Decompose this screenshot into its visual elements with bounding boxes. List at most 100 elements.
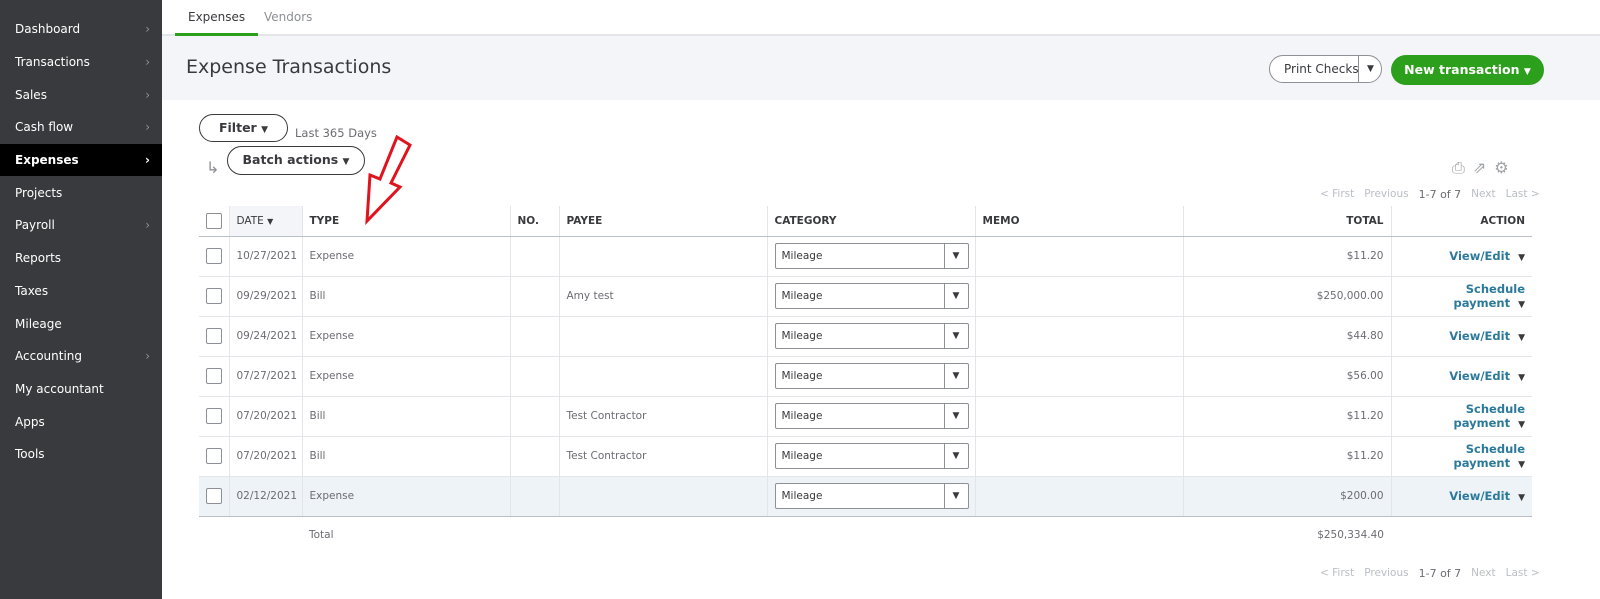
action-link[interactable]: View/Edit <box>1449 329 1511 343</box>
print-checks-button[interactable]: Print Checks ▼ <box>1269 55 1382 83</box>
filter-button[interactable]: Filter ▼ <box>199 114 288 142</box>
select-all-checkbox[interactable] <box>206 212 222 229</box>
tab-bar: Expenses Vendors <box>162 0 1600 36</box>
col-category[interactable]: CATEGORY <box>766 206 975 237</box>
action-dropdown-icon[interactable]: ▼ <box>1518 460 1525 470</box>
col-total[interactable]: TOTAL <box>1182 206 1391 237</box>
cell-type: Expense <box>301 356 510 397</box>
pager-next[interactable]: Next <box>1471 188 1496 200</box>
sort-down-icon: ▼ <box>267 216 274 226</box>
batch-actions-button[interactable]: Batch actions ▼ <box>227 146 365 175</box>
col-date[interactable]: DATE ▼ <box>228 206 302 237</box>
category-select[interactable]: Mileage ▼ <box>774 323 969 349</box>
pager-next[interactable]: Next <box>1471 567 1496 579</box>
pager-first[interactable]: < First <box>1320 188 1355 200</box>
sidebar-item-mileage[interactable]: Mileage <box>0 307 162 340</box>
col-type[interactable]: TYPE <box>301 206 510 237</box>
sidebar-item-apps[interactable]: Apps <box>0 405 162 438</box>
pager-previous[interactable]: Previous <box>1364 567 1409 579</box>
tab-vendors[interactable]: Vendors <box>264 10 313 24</box>
row-select-cell <box>199 276 229 317</box>
col-date-label: DATE <box>236 214 264 227</box>
table-header: DATE ▼ TYPE NO. PAYEE CATEGORY MEMO TOTA… <box>199 206 1532 237</box>
sidebar-item-reports[interactable]: Reports <box>0 242 162 275</box>
export-icon[interactable]: ⇗ <box>1472 158 1487 177</box>
action-dropdown-icon[interactable]: ▼ <box>1518 253 1525 263</box>
row-checkbox[interactable] <box>206 448 222 464</box>
sidebar-item-sales[interactable]: Sales › <box>0 78 162 111</box>
sidebar-item-label: Transactions <box>15 55 90 70</box>
sidebar-item-my-accountant[interactable]: My accountant <box>0 373 162 406</box>
sidebar-item-projects[interactable]: Projects <box>0 176 162 209</box>
tab-expenses[interactable]: Expenses <box>174 10 259 36</box>
action-dropdown-icon[interactable]: ▼ <box>1518 333 1525 343</box>
cell-date: 07/20/2021 <box>228 436 302 477</box>
category-select[interactable]: Mileage ▼ <box>774 483 969 509</box>
pager-last[interactable]: Last > <box>1505 567 1540 579</box>
row-checkbox[interactable] <box>206 328 222 344</box>
cell-category: Mileage ▼ <box>766 236 975 277</box>
category-select[interactable]: Mileage ▼ <box>774 443 969 469</box>
cell-action: Schedule payment ▼ <box>1390 436 1532 477</box>
print-icon[interactable]: ⎙ <box>1452 158 1465 177</box>
cell-no <box>509 356 559 397</box>
pager-previous[interactable]: Previous <box>1364 188 1409 200</box>
page-header: Expense Transactions Print Checks ▼ New t… <box>162 36 1600 100</box>
pager-last[interactable]: Last > <box>1505 188 1540 200</box>
action-dropdown-icon[interactable]: ▼ <box>1518 493 1525 503</box>
caret-down-icon: ▼ <box>1523 67 1531 77</box>
action-link[interactable]: Schedule payment <box>1453 442 1525 470</box>
sidebar-item-accounting[interactable]: Accounting › <box>0 340 162 373</box>
action-link[interactable]: Schedule payment <box>1453 282 1525 310</box>
row-checkbox[interactable] <box>206 248 222 264</box>
action-dropdown-icon[interactable]: ▼ <box>1518 300 1525 310</box>
row-checkbox[interactable] <box>206 368 222 384</box>
print-checks-dropdown-icon[interactable]: ▼ <box>1358 56 1382 82</box>
row-checkbox[interactable] <box>206 288 222 304</box>
cell-payee: Test Contractor <box>558 396 767 437</box>
sidebar-item-dashboard[interactable]: Dashboard › <box>0 13 162 46</box>
col-payee[interactable]: PAYEE <box>558 206 767 237</box>
caret-down-icon: ▼ <box>261 125 268 135</box>
sidebar-item-transactions[interactable]: Transactions › <box>0 46 162 79</box>
sidebar-item-taxes[interactable]: Taxes <box>0 275 162 308</box>
action-link[interactable]: View/Edit <box>1449 489 1511 503</box>
row-checkbox[interactable] <box>206 488 222 504</box>
sidebar-item-payroll[interactable]: Payroll › <box>0 209 162 242</box>
action-link[interactable]: View/Edit <box>1449 369 1511 383</box>
action-dropdown-icon[interactable]: ▼ <box>1518 373 1525 383</box>
category-select[interactable]: Mileage ▼ <box>774 403 969 429</box>
category-select[interactable]: Mileage ▼ <box>774 283 969 309</box>
cell-payee <box>558 476 767 517</box>
category-value: Mileage <box>781 250 823 262</box>
category-select[interactable]: Mileage ▼ <box>774 243 969 269</box>
col-no[interactable]: NO. <box>509 206 559 237</box>
pager-first[interactable]: < First <box>1320 567 1355 579</box>
gear-icon[interactable]: ⚙ <box>1494 158 1509 177</box>
caret-down-icon: ▼ <box>943 364 968 388</box>
cell-type: Expense <box>301 316 510 357</box>
row-select-cell <box>199 436 229 477</box>
category-value: Mileage <box>781 370 823 382</box>
caret-down-icon: ▼ <box>943 444 968 468</box>
row-select-cell <box>199 356 229 397</box>
chevron-right-icon: › <box>145 120 150 135</box>
table-row: 10/27/2021 Expense Mileage ▼ $11.20 View/… <box>199 236 1532 277</box>
action-dropdown-icon[interactable]: ▼ <box>1518 420 1525 430</box>
new-transaction-button[interactable]: New transaction ▼ <box>1391 55 1544 85</box>
sidebar-item-label: Dashboard <box>15 22 81 37</box>
action-link[interactable]: View/Edit <box>1449 249 1511 263</box>
chevron-right-icon: › <box>145 22 150 37</box>
sidebar-item-expenses[interactable]: Expenses › <box>0 143 162 177</box>
cell-action: View/Edit ▼ <box>1390 356 1532 397</box>
action-link[interactable]: Schedule payment <box>1453 402 1525 430</box>
col-memo[interactable]: MEMO <box>974 206 1183 237</box>
row-checkbox[interactable] <box>206 408 222 424</box>
cell-memo <box>974 236 1183 277</box>
caret-down-icon: ▼ <box>943 244 968 268</box>
category-select[interactable]: Mileage ▼ <box>774 363 969 389</box>
sidebar-item-tools[interactable]: Tools <box>0 438 162 471</box>
table-row: 09/24/2021 Expense Mileage ▼ $44.80 View/… <box>199 316 1532 357</box>
category-value: Mileage <box>781 450 823 462</box>
sidebar-item-cash-flow[interactable]: Cash flow › <box>0 111 162 144</box>
